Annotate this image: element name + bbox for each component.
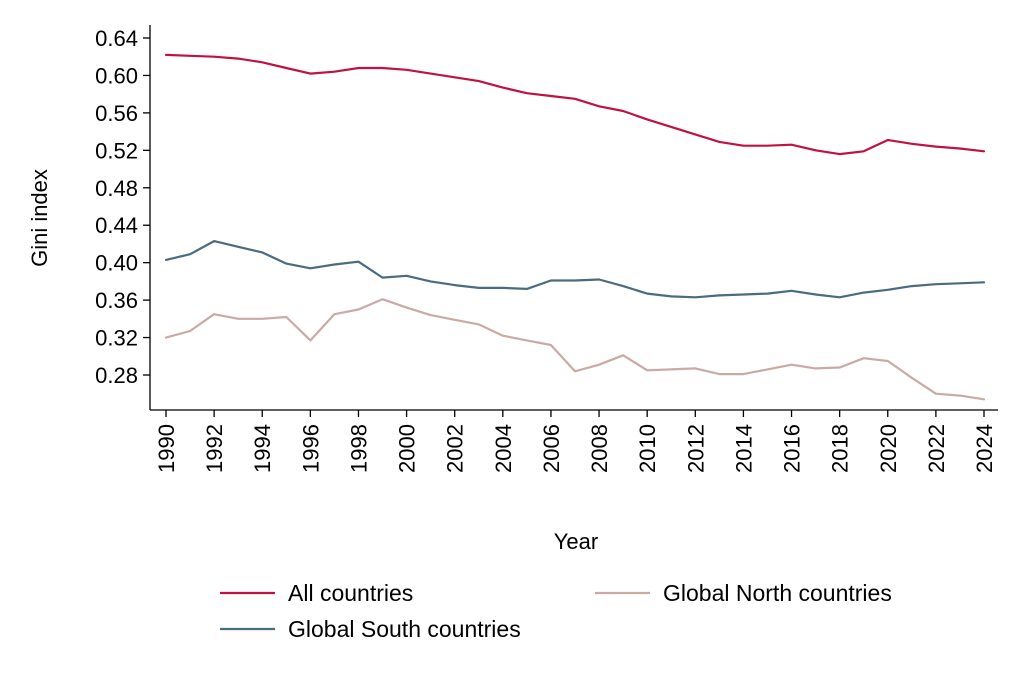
x-tick-label: 2004	[491, 424, 516, 473]
x-tick-label: 1994	[250, 424, 275, 473]
y-tick-label: 0.32	[95, 326, 138, 351]
x-tick-label: 2000	[395, 424, 420, 473]
x-tick-label: 2018	[828, 424, 853, 473]
x-axis: 1990 1992 1994 1996 1998 2000 2002 2004 2006 2008…	[150, 409, 998, 473]
y-tick-label: 0.28	[95, 363, 138, 388]
series-line-1	[164, 298, 986, 401]
y-tick-label: 0.44	[95, 213, 138, 238]
series-line-0	[164, 53, 986, 156]
legend-label: All countries	[288, 580, 413, 606]
legend-label: Global North countries	[663, 580, 892, 606]
y-tick-label: 0.48	[95, 176, 138, 201]
y-tick-label: 0.40	[95, 251, 138, 276]
x-tick-label: 2012	[683, 424, 708, 473]
x-tick-label: 2010	[635, 424, 660, 473]
x-tick-label: 2020	[876, 424, 901, 473]
y-tick-label: 0.60	[95, 63, 138, 88]
y-tick-label: 0.56	[95, 101, 138, 126]
legend: All countries Global North countries Globa…	[220, 580, 892, 642]
y-axis: 0.64 0.60 0.56 0.52 0.48 0.44 0.40 0.36 0.32 0.28	[95, 25, 151, 410]
x-tick-label: 2002	[443, 424, 468, 473]
x-tick-label: 2024	[972, 424, 997, 473]
legend-label: Global South countries	[288, 616, 521, 642]
series-line-2	[164, 240, 986, 299]
x-tick-label: 2016	[780, 424, 805, 473]
series-layer	[164, 53, 986, 401]
y-tick-label: 0.36	[95, 288, 138, 313]
x-tick-label: 2022	[924, 424, 949, 473]
x-tick-label: 1990	[154, 424, 179, 473]
y-tick-label: 0.64	[95, 26, 138, 51]
x-tick-label: 1996	[298, 424, 323, 473]
x-tick-label: 2014	[731, 424, 756, 473]
x-tick-label: 2008	[587, 424, 612, 473]
x-axis-title: Year	[554, 529, 598, 554]
x-tick-label: 1992	[202, 424, 227, 473]
y-axis-title: Gini index	[27, 169, 52, 267]
x-tick-label: 1998	[346, 424, 371, 473]
y-tick-label: 0.52	[95, 138, 138, 163]
x-tick-label: 2006	[539, 424, 564, 473]
